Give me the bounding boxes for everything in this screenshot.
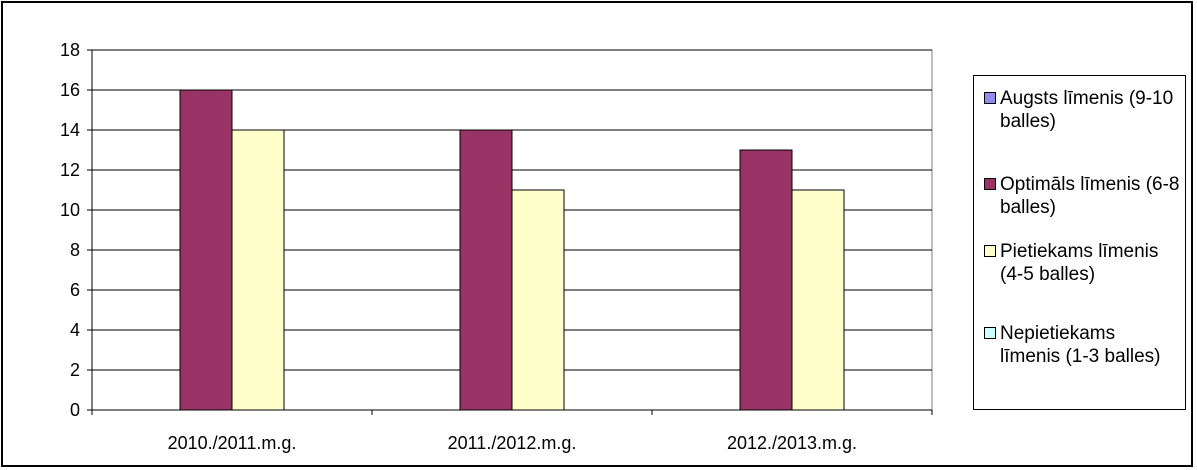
legend-item: Augsts līmenis (9-10 balles) [984, 87, 1180, 133]
y-tick-label: 4 [70, 320, 80, 340]
legend-item: Pietiekams līmenis (4-5 balles) [984, 240, 1180, 286]
y-tick-label: 2 [70, 360, 80, 380]
y-tick-label: 8 [70, 240, 80, 260]
y-tick-label: 16 [60, 80, 80, 100]
legend-label: Augsts līmenis (9-10 balles) [1000, 88, 1174, 132]
x-tick-label: 2010./2011.m.g. [168, 433, 297, 453]
legend-label: Optimāls līmenis (6-8 balles) [1000, 174, 1180, 218]
legend-item: Nepietiekams līmenis (1-3 balles) [984, 322, 1180, 368]
y-tick-label: 0 [70, 400, 80, 420]
x-tick-label: 2012./2013.m.g. [727, 433, 857, 453]
legend-swatch [984, 327, 996, 339]
legend: Augsts līmenis (9-10 balles) Optimāls lī… [973, 75, 1186, 410]
x-tick-label: 2011./2012.m.g. [448, 433, 577, 453]
y-tick-label: 10 [60, 200, 80, 220]
bar [459, 129, 513, 411]
y-tick-label: 14 [60, 120, 80, 140]
x-axis-ticks: 2010./2011.m.g. 2011./2012.m.g. 2012./2013… [91, 410, 933, 453]
legend-swatch [984, 245, 996, 257]
bars [179, 89, 845, 411]
y-tick-label: 18 [60, 40, 80, 60]
legend-swatch [984, 178, 996, 190]
bar [231, 129, 285, 411]
bar [739, 149, 793, 411]
axes [91, 50, 932, 411]
y-tick-label: 6 [70, 280, 80, 300]
legend-label: Nepietiekams līmenis (1-3 balles) [1000, 323, 1161, 367]
y-tick-label: 12 [60, 160, 80, 180]
bar [179, 89, 233, 411]
legend-item: Optimāls līmenis (6-8 balles) [984, 173, 1180, 219]
legend-label: Pietiekams līmenis (4-5 balles) [1000, 241, 1159, 285]
legend-swatch [984, 92, 996, 104]
bar [791, 189, 845, 411]
bar [511, 189, 565, 411]
y-axis-ticks: 0 2 4 6 8 10 12 14 16 18 [60, 40, 92, 420]
